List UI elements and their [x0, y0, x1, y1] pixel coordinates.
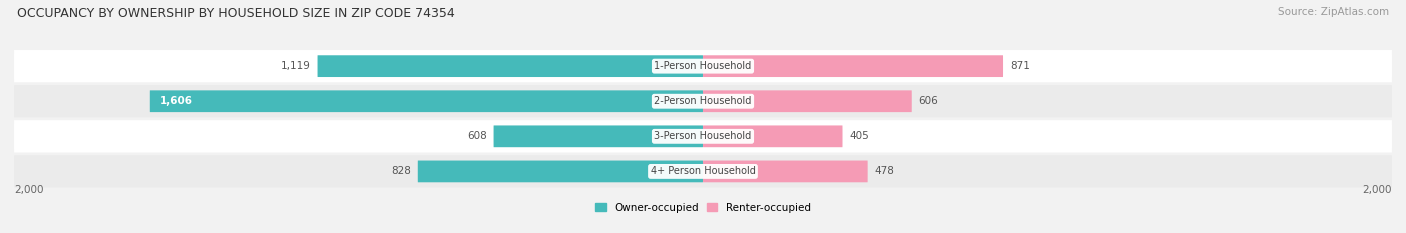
Text: 828: 828: [391, 166, 411, 176]
Text: 405: 405: [849, 131, 869, 141]
Text: 2-Person Household: 2-Person Household: [654, 96, 752, 106]
FancyBboxPatch shape: [703, 161, 868, 182]
FancyBboxPatch shape: [318, 55, 703, 77]
Text: 606: 606: [918, 96, 938, 106]
Text: 2,000: 2,000: [1362, 185, 1392, 195]
FancyBboxPatch shape: [14, 85, 1392, 117]
Text: 608: 608: [467, 131, 486, 141]
Text: 871: 871: [1010, 61, 1029, 71]
Text: OCCUPANCY BY OWNERSHIP BY HOUSEHOLD SIZE IN ZIP CODE 74354: OCCUPANCY BY OWNERSHIP BY HOUSEHOLD SIZE…: [17, 7, 454, 20]
Text: 2,000: 2,000: [14, 185, 44, 195]
FancyBboxPatch shape: [14, 155, 1392, 188]
Text: 3-Person Household: 3-Person Household: [654, 131, 752, 141]
FancyBboxPatch shape: [703, 55, 1002, 77]
Text: 4+ Person Household: 4+ Person Household: [651, 166, 755, 176]
Text: 1,119: 1,119: [281, 61, 311, 71]
FancyBboxPatch shape: [14, 50, 1392, 82]
FancyBboxPatch shape: [418, 161, 703, 182]
FancyBboxPatch shape: [703, 90, 911, 112]
Legend: Owner-occupied, Renter-occupied: Owner-occupied, Renter-occupied: [595, 203, 811, 213]
Text: 1,606: 1,606: [160, 96, 193, 106]
Text: 478: 478: [875, 166, 894, 176]
FancyBboxPatch shape: [494, 125, 703, 147]
FancyBboxPatch shape: [703, 125, 842, 147]
Text: Source: ZipAtlas.com: Source: ZipAtlas.com: [1278, 7, 1389, 17]
Text: 1-Person Household: 1-Person Household: [654, 61, 752, 71]
FancyBboxPatch shape: [14, 120, 1392, 152]
FancyBboxPatch shape: [150, 90, 703, 112]
